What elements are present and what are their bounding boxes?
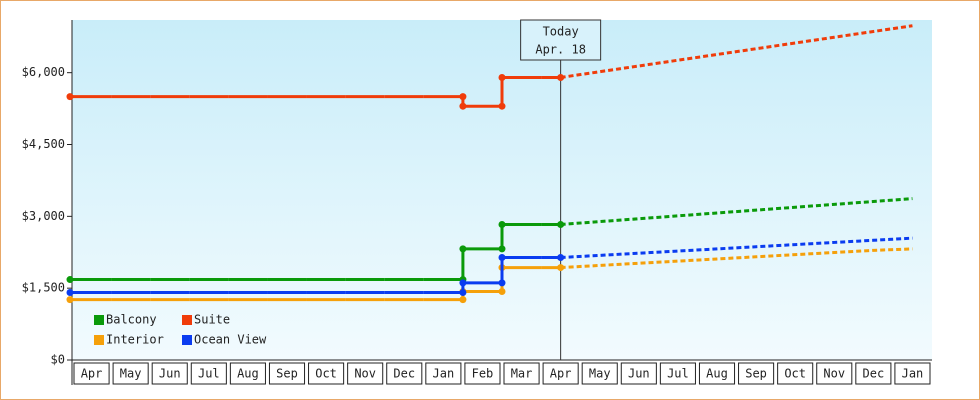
projection-line <box>560 247 913 270</box>
plot-area <box>72 20 932 360</box>
x-cell <box>308 362 345 385</box>
x-tick-label: Dec <box>863 367 885 381</box>
x-tick-label: Apr <box>81 367 103 381</box>
x-tick-label: May <box>120 367 142 381</box>
x-cell <box>738 362 775 385</box>
x-cell <box>425 362 462 385</box>
x-cell <box>112 362 149 385</box>
point <box>459 279 467 287</box>
x-cell <box>816 362 853 385</box>
point <box>66 296 74 304</box>
today-label: Today <box>543 25 579 39</box>
x-cell <box>581 362 618 385</box>
y-tick-label: $3,000 <box>22 209 65 223</box>
point <box>498 254 506 262</box>
point <box>498 279 506 287</box>
x-tick-label: Oct <box>784 367 806 381</box>
point <box>459 93 467 101</box>
today-label: Apr. 18 <box>535 43 586 57</box>
x-tick-label: May <box>589 367 611 381</box>
point <box>498 102 506 110</box>
x-tick-label: Oct <box>315 367 337 381</box>
x-tick-label: Sep <box>745 367 767 381</box>
x-cell <box>73 362 110 385</box>
x-cell <box>464 362 501 385</box>
point <box>66 276 74 284</box>
legend-swatch <box>94 315 104 325</box>
x-tick-label: Jun <box>628 367 650 381</box>
x-cell <box>190 362 227 385</box>
point <box>66 288 74 296</box>
x-cell <box>777 362 814 385</box>
x-cell <box>542 362 579 385</box>
point <box>459 288 467 296</box>
point <box>66 93 74 101</box>
x-tick-label: Mar <box>511 367 533 381</box>
x-tick-label: Nov <box>354 367 376 381</box>
x-cell <box>659 362 696 385</box>
x-tick-label: Nov <box>823 367 845 381</box>
x-cell <box>855 362 892 385</box>
x-tick-label: Jan <box>433 367 455 381</box>
point <box>498 220 506 228</box>
point <box>459 296 467 304</box>
point <box>498 288 506 296</box>
legend-swatch <box>94 335 104 345</box>
y-tick-label: $4,500 <box>22 137 65 151</box>
legend-swatch <box>182 315 192 325</box>
x-cell <box>620 362 657 385</box>
x-cell <box>229 362 266 385</box>
x-tick-label: Sep <box>276 367 298 381</box>
point <box>459 245 467 253</box>
legend-label: Suite <box>194 313 230 327</box>
x-cell <box>268 362 306 385</box>
today-box <box>520 19 602 61</box>
x-tick-label: Feb <box>472 367 494 381</box>
projection-line <box>560 236 913 260</box>
x-cell <box>894 362 931 385</box>
x-tick-label: Jul <box>667 367 689 381</box>
x-cell <box>386 362 423 385</box>
point <box>459 102 467 110</box>
point <box>498 245 506 253</box>
y-tick-label: $6,000 <box>22 65 65 79</box>
legend-label: Interior <box>106 333 164 347</box>
x-cell <box>503 362 540 385</box>
x-cell <box>347 362 384 385</box>
x-tick-label: Aug <box>706 367 728 381</box>
y-tick-label: $0 <box>51 353 65 367</box>
x-tick-label: Apr <box>550 367 572 381</box>
y-tick-label: $1,500 <box>22 281 65 295</box>
x-tick-label: Aug <box>237 367 259 381</box>
x-tick-label: Jan <box>902 367 924 381</box>
legend-swatch <box>182 335 192 345</box>
x-cell <box>151 362 188 385</box>
x-tick-label: Jul <box>198 367 220 381</box>
x-tick-label: Jun <box>159 367 181 381</box>
projection-line <box>560 197 913 226</box>
projection-line <box>560 24 913 79</box>
x-tick-label: Dec <box>393 367 415 381</box>
point <box>498 73 506 81</box>
legend-label: Balcony <box>106 313 157 327</box>
x-cell <box>698 362 736 385</box>
legend-label: Ocean View <box>194 333 267 347</box>
